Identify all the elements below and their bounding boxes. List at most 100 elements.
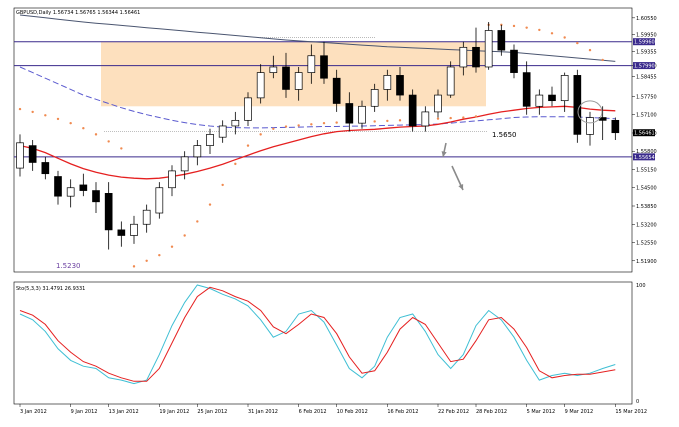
- price-axis-label: 1.59950: [636, 33, 657, 39]
- sar-dot: [44, 114, 47, 117]
- price-tag-label: 1.57990: [634, 64, 655, 70]
- price-tag-box: [633, 153, 655, 161]
- candle-body: [206, 134, 214, 146]
- sar-dot: [297, 124, 300, 127]
- sar-dot: [120, 147, 123, 150]
- sar-dot: [322, 121, 326, 125]
- price-axis-label: 1.54500: [636, 186, 657, 192]
- sar-dot: [550, 32, 554, 35]
- date-axis-label: 25 Jan 2012: [197, 409, 227, 415]
- candle-body: [66, 187, 75, 197]
- sar-dot: [183, 234, 186, 237]
- candle-body: [117, 229, 126, 236]
- stoch-panel-frame: [13, 281, 633, 405]
- sar-dot: [107, 140, 110, 143]
- candle-body: [408, 94, 417, 127]
- candle-body: [358, 105, 366, 124]
- candle-body: [396, 75, 404, 96]
- blue-dashed-moving-average: [19, 66, 616, 129]
- candle-body: [586, 117, 594, 135]
- candle-body: [484, 30, 493, 68]
- candle-body: [345, 103, 354, 124]
- candle-body: [155, 187, 164, 214]
- sar-dot: [538, 28, 541, 32]
- candle-body: [16, 142, 24, 169]
- sar-dot: [94, 133, 98, 136]
- date-axis-label: 9 Mar 2012: [565, 409, 594, 415]
- candle-body: [294, 72, 303, 90]
- stoch-header: Sto(5,3,3) 31.4791 26.9331: [16, 286, 85, 292]
- candle-body: [244, 97, 252, 121]
- sar-dot: [500, 23, 503, 27]
- candle-body: [510, 49, 518, 73]
- sar-dot: [512, 24, 516, 28]
- candle-body: [320, 55, 328, 79]
- candle-body: [332, 77, 341, 104]
- stoch-axis-label: 0: [636, 399, 639, 405]
- date-axis-label: 16 Feb 2012: [387, 409, 418, 415]
- candle-body: [560, 75, 569, 102]
- price-axis-label: 1.59355: [636, 49, 657, 55]
- sar-dot: [246, 144, 250, 147]
- date-axis-label: 28 Feb 2012: [476, 409, 507, 415]
- price-tag-label: 1.55654: [634, 155, 655, 161]
- price-axis-label: 1.51900: [636, 259, 657, 265]
- candle-body: [104, 193, 113, 231]
- sar-dot: [576, 41, 579, 45]
- resistance-zone: [101, 41, 486, 107]
- sar-dot: [69, 121, 72, 125]
- sar-dot: [462, 116, 465, 119]
- sar-dot: [436, 117, 440, 120]
- sar-dot: [132, 265, 136, 268]
- candle-body: [180, 156, 189, 172]
- sar-dot: [373, 120, 376, 123]
- sar-dot: [170, 245, 174, 248]
- sar-dot: [588, 48, 592, 52]
- sar-dot: [234, 162, 237, 166]
- candle-body: [307, 55, 316, 73]
- candle-body: [79, 184, 88, 191]
- price-axis-label: 1.57750: [636, 94, 657, 100]
- candle-body: [472, 46, 480, 68]
- sar-dot: [31, 110, 34, 114]
- sar-dot: [310, 123, 313, 126]
- date-axis-label: 3 Jan 2012: [20, 409, 47, 415]
- price-tag-box: [633, 38, 655, 46]
- price-tag-box: [633, 129, 655, 137]
- candle-body: [269, 66, 278, 73]
- pivot-price-label: 1.5650: [492, 131, 517, 139]
- price-panel-frame: [13, 7, 633, 273]
- down-arrow-1-head: [441, 151, 447, 157]
- price-axis-label: 1.53850: [636, 204, 657, 210]
- candle-body: [611, 119, 620, 134]
- sar-dot: [386, 119, 389, 123]
- sar-dot: [208, 203, 212, 206]
- sar-dot: [398, 119, 402, 122]
- stoch-axis-label: 100: [636, 283, 646, 289]
- price-axis-label: 1.60550: [636, 16, 657, 22]
- price-axis-label: 1.55800: [636, 149, 657, 155]
- sar-dot: [272, 127, 275, 130]
- sar-dot: [601, 58, 604, 62]
- sar-dot: [259, 133, 262, 136]
- candle-body: [421, 111, 430, 127]
- stoch-main-line: [19, 284, 616, 385]
- sar-dot: [56, 117, 60, 121]
- sar-dot: [284, 125, 288, 128]
- low-price-label: 1.5230: [56, 262, 81, 270]
- date-axis-label: 9 Jan 2012: [71, 409, 98, 415]
- sar-dot: [525, 26, 528, 29]
- candle-body: [41, 162, 50, 175]
- sar-dot: [145, 259, 148, 262]
- sar-dot: [563, 36, 566, 39]
- candle-body: [522, 72, 531, 107]
- price-axis-label: 1.55150: [636, 167, 657, 173]
- date-axis-label: 13 Jan 2012: [109, 409, 139, 415]
- candle-body: [434, 94, 442, 113]
- sar-dot: [158, 253, 161, 257]
- candle-body: [28, 145, 37, 163]
- candle-body: [92, 190, 100, 203]
- price-axis-label: 1.57100: [636, 113, 657, 119]
- candle-body: [256, 72, 265, 99]
- candle-body: [548, 94, 556, 102]
